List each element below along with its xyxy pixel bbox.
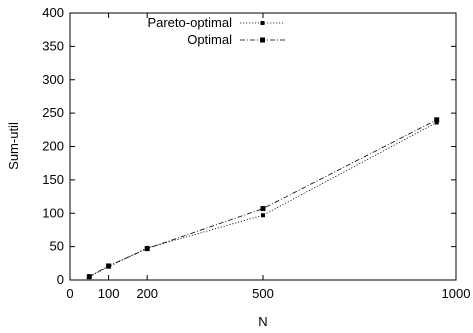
x-tick-label: 1000 (442, 286, 471, 301)
x-axis-label: N (258, 314, 267, 329)
y-tick-label: 50 (50, 239, 64, 254)
series-lines (86, 117, 440, 280)
y-tick-label: 200 (42, 139, 64, 154)
y-axis-label: Sum-util (6, 122, 21, 170)
series-line-0 (89, 122, 437, 278)
y-tick-label: 350 (42, 38, 64, 53)
y-tick-label: 250 (42, 105, 64, 120)
data-point (261, 213, 265, 218)
y-tick-label: 100 (42, 205, 64, 220)
y-tick-label: 0 (57, 272, 64, 287)
legend-marker (260, 21, 265, 25)
x-tick-label: 200 (136, 286, 158, 301)
y-tick-label: 300 (42, 72, 64, 87)
y-tick-label: 400 (42, 5, 64, 20)
legend-label: Optimal (187, 32, 232, 47)
x-tick-label: 500 (252, 286, 274, 301)
y-tick-label: 150 (42, 172, 64, 187)
plot-frame (69, 12, 457, 281)
data-point (106, 263, 112, 269)
data-point (434, 117, 440, 123)
y-axis-ticks: 0 50 100 150 200 250 300 350 400 (42, 5, 456, 287)
series-line-1 (89, 119, 437, 278)
legend-marker (260, 37, 265, 43)
x-axis-ticks: 0 100 200 500 1000 (66, 13, 470, 301)
x-tick-label: 0 (66, 286, 73, 301)
x-tick-label: 100 (98, 286, 120, 301)
data-point (260, 206, 266, 212)
data-point (144, 246, 150, 252)
legend-label: Pareto-optimal (147, 15, 232, 30)
legend: Pareto-optimal Optimal (147, 15, 285, 47)
data-point (434, 120, 439, 125)
data-point (86, 274, 92, 280)
